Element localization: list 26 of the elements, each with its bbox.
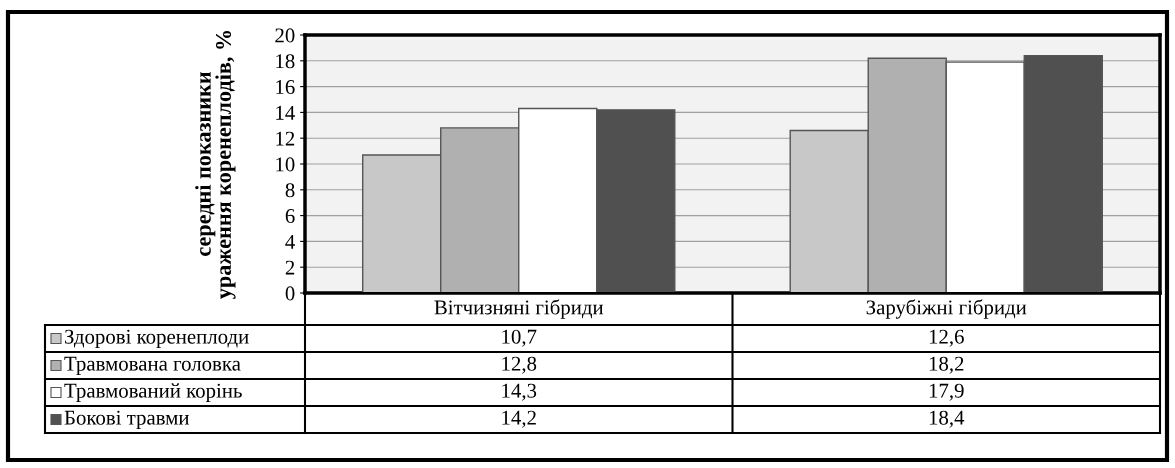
legend-label: Травмований корінь xyxy=(64,383,242,402)
data-label: 18,2 xyxy=(929,356,964,374)
y-tick-label: 2 xyxy=(285,260,295,275)
legend-label: Травмована головка xyxy=(64,356,241,375)
y-tick-label: 14 xyxy=(276,105,295,120)
legend-label: Бокові травми xyxy=(64,410,190,429)
data-label: 17,9 xyxy=(929,383,964,401)
y-tick-label: 4 xyxy=(285,234,295,249)
y-tick-label: 0 xyxy=(285,286,295,301)
y-tick-label: 20 xyxy=(275,28,295,43)
y-tick-label: 16 xyxy=(276,80,295,95)
data-label: 14,2 xyxy=(502,410,536,428)
x-tick-label: Зарубіжні гібриди xyxy=(866,299,1027,319)
y-tick-label: 18 xyxy=(276,54,295,69)
x-tick-label: Вітчизняні гібриди xyxy=(434,299,604,319)
y-tick-label: 10 xyxy=(276,157,295,172)
data-label: 12,8 xyxy=(502,356,537,374)
data-label: 12,6 xyxy=(929,329,964,347)
y-tick-label: 8 xyxy=(285,183,295,198)
y-tick-label: 12 xyxy=(276,131,295,146)
legend-label: Здорові коренеплоди xyxy=(64,329,249,348)
data-label: 10,7 xyxy=(502,329,537,347)
y-tick-label: 6 xyxy=(285,209,295,224)
data-label: 14,3 xyxy=(502,383,537,401)
data-label: 18,4 xyxy=(929,410,965,428)
y-axis-title: середні показники ураження коренеплодів, % xyxy=(195,30,236,299)
